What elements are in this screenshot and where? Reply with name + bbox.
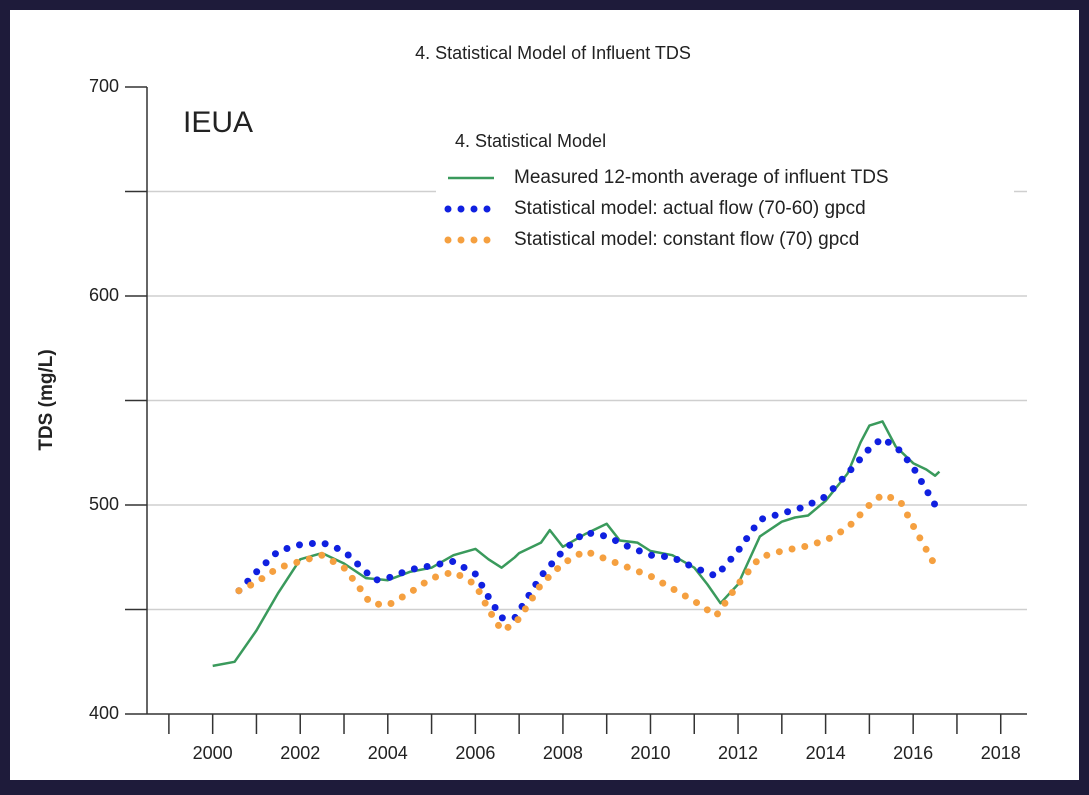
plot-area: 400 500 600 700 2000 2002 2004 2006 2008 2010 2012…: [89, 76, 1027, 763]
series-line: [235, 433, 939, 622]
y-axis-label: TDS (mg/L): [36, 349, 57, 450]
legend-box: [436, 122, 1014, 272]
y-tick-label: 600: [89, 285, 119, 305]
x-tick-label: 2000: [193, 743, 233, 763]
legend-label: Statistical model: constant flow (70) gp…: [514, 229, 859, 250]
x-tick-label: 2002: [280, 743, 320, 763]
x-tick-label: 2018: [981, 743, 1021, 763]
y-tick-label: 700: [89, 76, 119, 96]
x-tick-label: 2004: [368, 743, 408, 763]
x-tick-label: 2014: [806, 743, 846, 763]
legend-label: Statistical model: actual flow (70-60) g…: [514, 198, 866, 219]
x-tick-label: 2006: [455, 743, 495, 763]
legend-label: Measured 12-month average of influent TD…: [514, 167, 889, 188]
annotation: IEUA: [183, 106, 253, 139]
y-tick-label: 400: [89, 703, 119, 723]
legend: 4. Statistical Model Measured 12-month a…: [436, 122, 1014, 272]
x-tick-label: 2008: [543, 743, 583, 763]
legend-title: 4. Statistical Model: [455, 131, 606, 151]
x-tick-label: 2016: [893, 743, 933, 763]
x-tick-label: 2010: [630, 743, 670, 763]
y-tick-label: 500: [89, 494, 119, 514]
series-line: [212, 420, 941, 668]
chart-title: 4. Statistical Model of Influent TDS: [415, 43, 691, 63]
x-tick-label: 2012: [718, 743, 758, 763]
